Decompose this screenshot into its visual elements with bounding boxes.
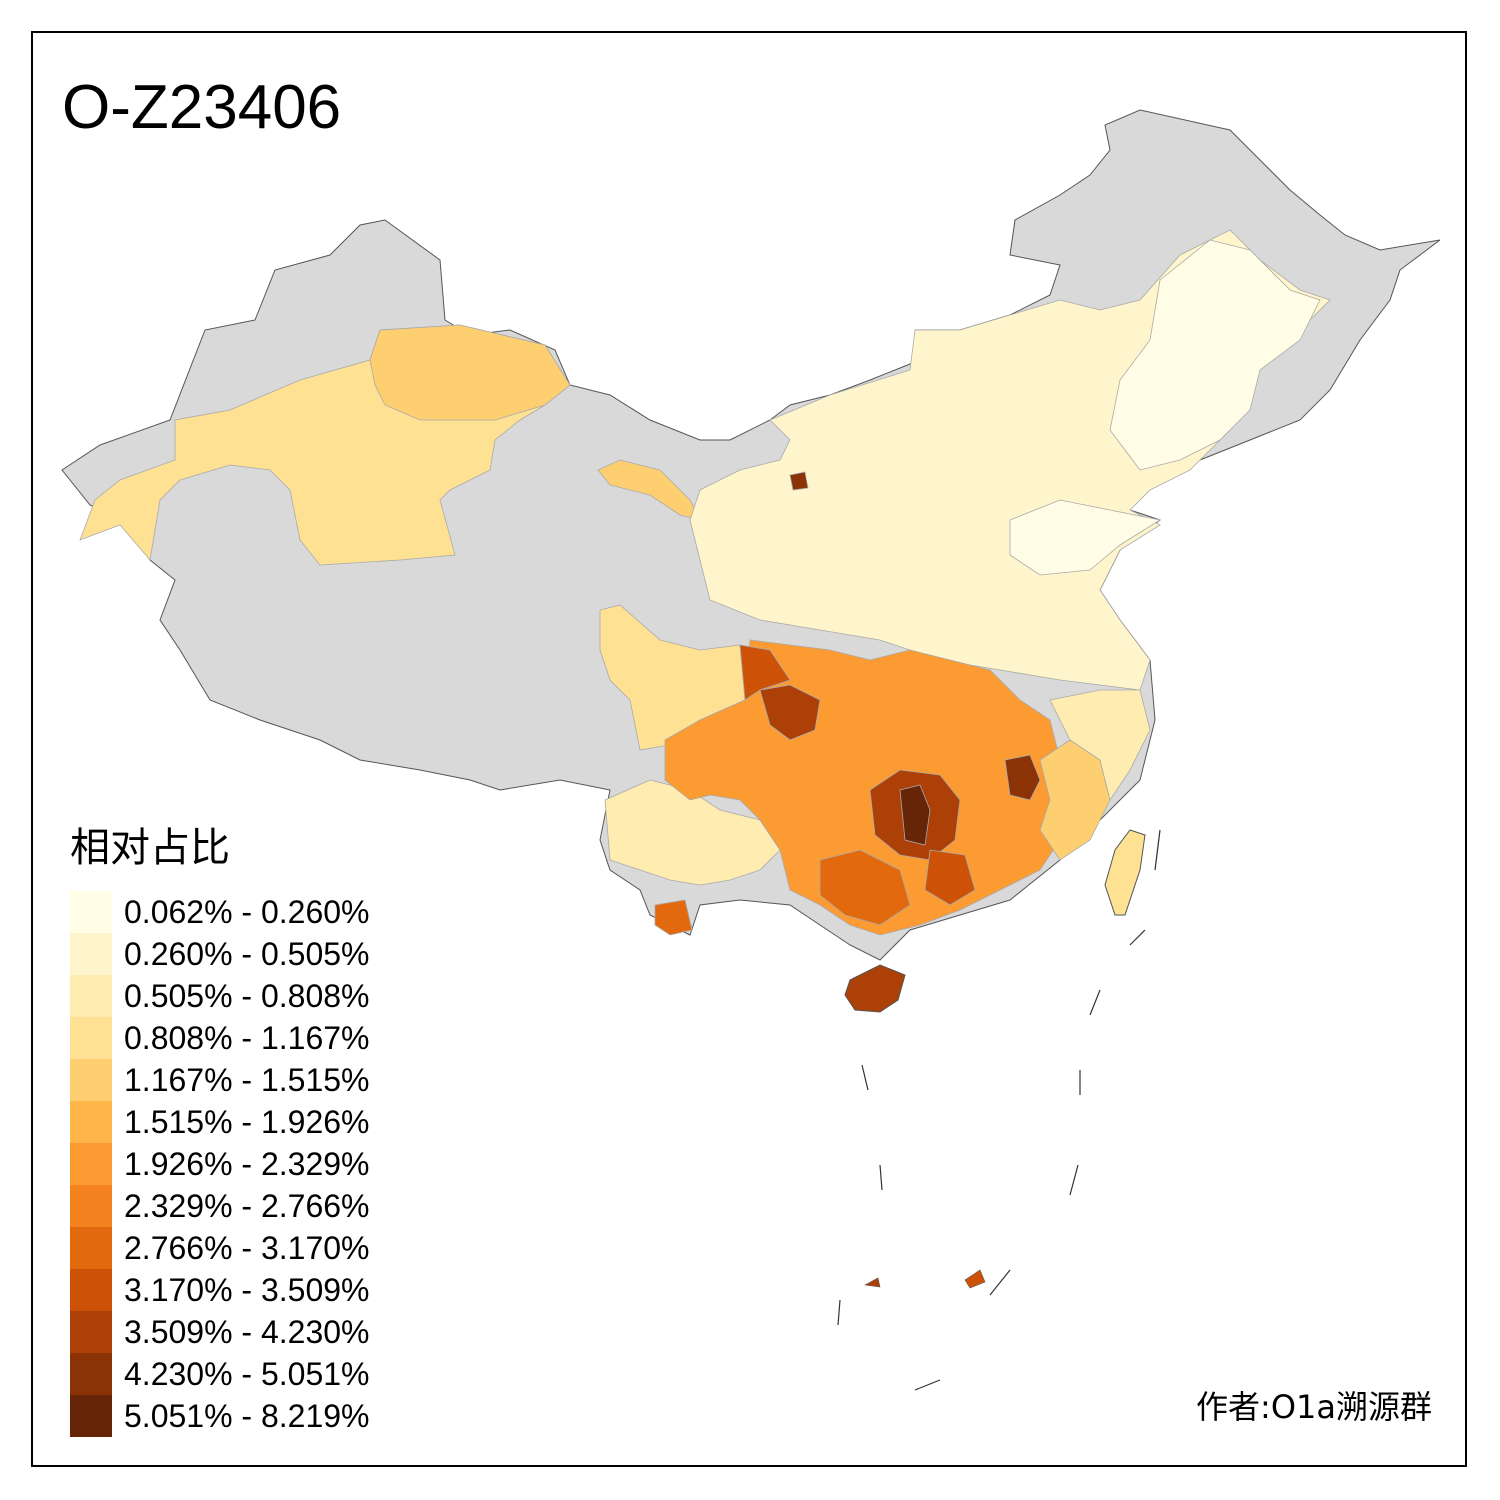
- region-jiangxi-core: [1004, 754, 1041, 801]
- author-credit: 作者:O1a溯源群: [1196, 1388, 1432, 1426]
- region-guangxi: [819, 849, 911, 926]
- legend: 相对占比 0.062% - 0.260% 0.260% - 0.505% 0.505…: [70, 815, 370, 1437]
- legend-item: 3.509% - 4.230%: [70, 1311, 370, 1353]
- region-guizhou-core: [759, 684, 821, 741]
- region-south-sea-island: [964, 1269, 986, 1289]
- region-shandong: [1009, 499, 1162, 576]
- legend-label: 1.167% - 1.515%: [124, 1061, 370, 1098]
- region-taiwan: [1104, 829, 1146, 916]
- legend-label: 0.505% - 0.808%: [124, 977, 370, 1014]
- legend-label: 2.329% - 2.766%: [124, 1187, 370, 1224]
- region-xinjiang-north: [369, 324, 571, 421]
- region-yunnan-south: [654, 899, 693, 936]
- legend-label: 5.051% - 8.219%: [124, 1397, 370, 1434]
- legend-swatch: [70, 1311, 112, 1353]
- legend-swatch: [70, 1059, 112, 1101]
- region-guangdong-core: [924, 849, 976, 906]
- region-northeast: [1109, 239, 1321, 471]
- legend-swatch: [70, 933, 112, 975]
- legend-item: 4.230% - 5.051%: [70, 1353, 370, 1395]
- region-south-sea-island-2: [864, 1277, 881, 1288]
- legend-item: 1.926% - 2.329%: [70, 1143, 370, 1185]
- legend-item: 0.808% - 1.167%: [70, 1017, 370, 1059]
- legend-swatch: [70, 1227, 112, 1269]
- map-title: O-Z23406: [62, 73, 342, 142]
- legend-label: 1.515% - 1.926%: [124, 1103, 370, 1140]
- legend-items: 0.062% - 0.260% 0.260% - 0.505% 0.505% - 0…: [70, 891, 370, 1437]
- legend-label: 0.808% - 1.167%: [124, 1019, 370, 1056]
- legend-item: 0.260% - 0.505%: [70, 933, 370, 975]
- legend-item: 0.062% - 0.260%: [70, 891, 370, 933]
- legend-swatch: [70, 1143, 112, 1185]
- legend-label: 0.062% - 0.260%: [124, 893, 370, 930]
- legend-item: 5.051% - 8.219%: [70, 1395, 370, 1437]
- legend-label: 1.926% - 2.329%: [124, 1145, 370, 1182]
- region-central-south: [664, 639, 1071, 936]
- region-sichuan-core: [739, 644, 791, 701]
- region-hunan-darkest: [899, 784, 931, 846]
- legend-label: 3.170% - 3.509%: [124, 1271, 370, 1308]
- legend-swatch: [70, 1395, 112, 1437]
- legend-item: 2.329% - 2.766%: [70, 1185, 370, 1227]
- legend-swatch: [70, 1269, 112, 1311]
- south-china-sea-boundary-lines: [837, 829, 1161, 1391]
- region-hainan: [844, 964, 906, 1013]
- legend-swatch: [70, 1353, 112, 1395]
- legend-item: 1.167% - 1.515%: [70, 1059, 370, 1101]
- legend-swatch: [70, 1185, 112, 1227]
- legend-swatch: [70, 975, 112, 1017]
- legend-item: 1.515% - 1.926%: [70, 1101, 370, 1143]
- region-east-coast: [1049, 689, 1151, 801]
- legend-item: 2.766% - 3.170%: [70, 1227, 370, 1269]
- legend-label: 4.230% - 5.051%: [124, 1355, 370, 1392]
- legend-swatch: [70, 1101, 112, 1143]
- region-inner-mongolia-dot: [789, 471, 809, 491]
- legend-swatch: [70, 891, 112, 933]
- legend-item: 3.170% - 3.509%: [70, 1269, 370, 1311]
- legend-label: 3.509% - 4.230%: [124, 1313, 370, 1350]
- legend-item: 0.505% - 0.808%: [70, 975, 370, 1017]
- legend-label: 2.766% - 3.170%: [124, 1229, 370, 1266]
- legend-title: 相对占比: [70, 825, 230, 871]
- legend-swatch: [70, 1017, 112, 1059]
- legend-label: 0.260% - 0.505%: [124, 935, 370, 972]
